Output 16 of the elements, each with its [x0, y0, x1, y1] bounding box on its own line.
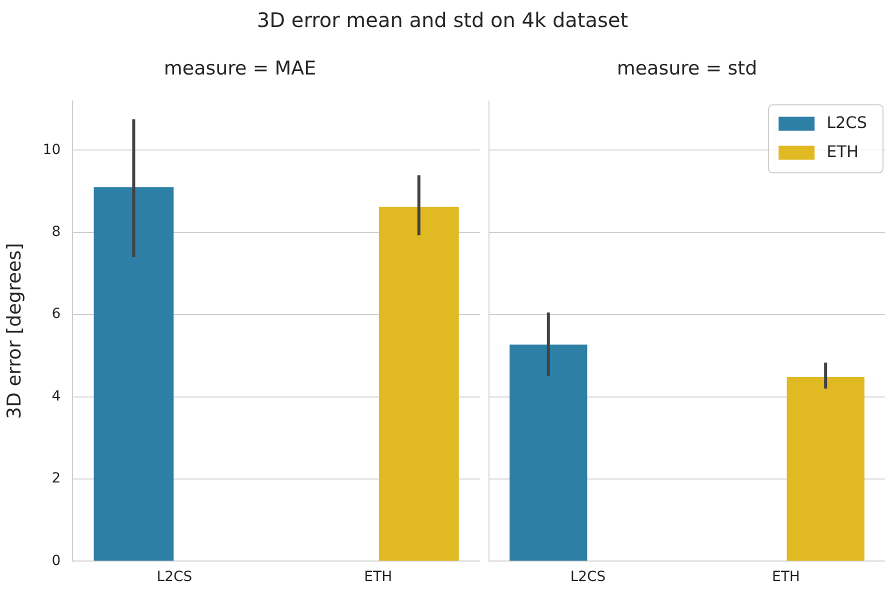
x-tick-label: L2CS — [570, 569, 606, 586]
x-tick-label: ETH — [772, 569, 800, 586]
y-tick-label: 8 — [52, 224, 61, 240]
text: 3D error mean and std on 4k dataset — [256, 8, 630, 32]
chart-title: measure = std — [616, 57, 758, 80]
chart-title: measure = MAE — [164, 57, 316, 80]
y-tick-label: 10 — [42, 142, 61, 158]
x-tick-label: ETH — [364, 569, 392, 586]
legend-label: L2CS — [826, 112, 867, 132]
legend-label: ETH — [826, 142, 858, 161]
y-tick-label: 4 — [52, 388, 61, 404]
y-tick-label: 0 — [52, 552, 61, 569]
y-tick-label: 6 — [52, 306, 61, 322]
x-tick-label: L2CS — [156, 569, 192, 586]
y-tick-label: 2 — [52, 470, 61, 487]
y-axis-title: 3D error [degrees] — [3, 242, 26, 420]
